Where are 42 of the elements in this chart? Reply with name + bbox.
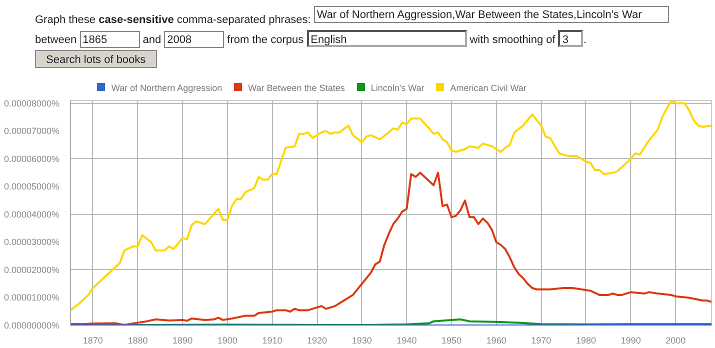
y-tick-label: 0.00004000% [4, 209, 60, 220]
legend-label: War Between the States [247, 83, 345, 93]
x-tick-label: 1980 [576, 336, 596, 346]
x-tick-label: 2000 [666, 336, 686, 346]
text: War of Northern Aggression,War Between the States,Lincoln's War [314, 6, 669, 23]
text: and [142, 34, 162, 46]
x-tick-label: 1950 [442, 336, 462, 346]
text: comma-separated phrases: [176, 14, 311, 26]
x-tick-label: 1960 [486, 336, 506, 346]
legend-label: Lincoln's War [370, 83, 424, 93]
text: 1865 [80, 31, 140, 48]
legend-label: War of Northern Aggression [110, 83, 222, 93]
text: from the corpus [227, 34, 304, 46]
x-tick-label: 1970 [531, 336, 552, 346]
text: 2008 [164, 31, 224, 48]
text: English [306, 30, 467, 47]
y-tick-label: 0.00003000% [4, 237, 60, 248]
y-tick-label: 0.00006000% [4, 154, 60, 164]
x-tick-label: 1870 [82, 336, 103, 346]
x-tick-label: 1940 [396, 336, 417, 346]
x-tick-label: 1920 [307, 336, 328, 346]
x-tick-label: 1990 [620, 336, 641, 346]
text: with smoothing of [470, 34, 556, 46]
text: Search lots of books [35, 50, 157, 68]
x-tick-label: 1930 [352, 336, 372, 346]
x-tick-label: 1900 [217, 336, 238, 346]
text: 3 [558, 30, 584, 47]
x-tick-label: 1880 [128, 336, 148, 346]
y-tick-label: 0.00001000% [4, 292, 60, 303]
text: case-sensitive [98, 14, 174, 26]
text: Graph these [35, 14, 96, 26]
y-tick-label: 0.00007000% [4, 126, 60, 136]
legend-label: American Civil War [449, 83, 526, 93]
text: . [583, 34, 586, 46]
text: between [35, 34, 77, 46]
x-tick-label: 1910 [262, 336, 282, 346]
y-tick-label: 0.00000000% [4, 320, 60, 330]
y-tick-label: 0.00005000% [4, 182, 60, 192]
x-tick-label: 1890 [172, 336, 193, 346]
y-tick-label: 0.00002000% [4, 264, 60, 275]
line-series [70, 100, 712, 312]
y-tick-label: 0.00008000% [4, 98, 60, 108]
